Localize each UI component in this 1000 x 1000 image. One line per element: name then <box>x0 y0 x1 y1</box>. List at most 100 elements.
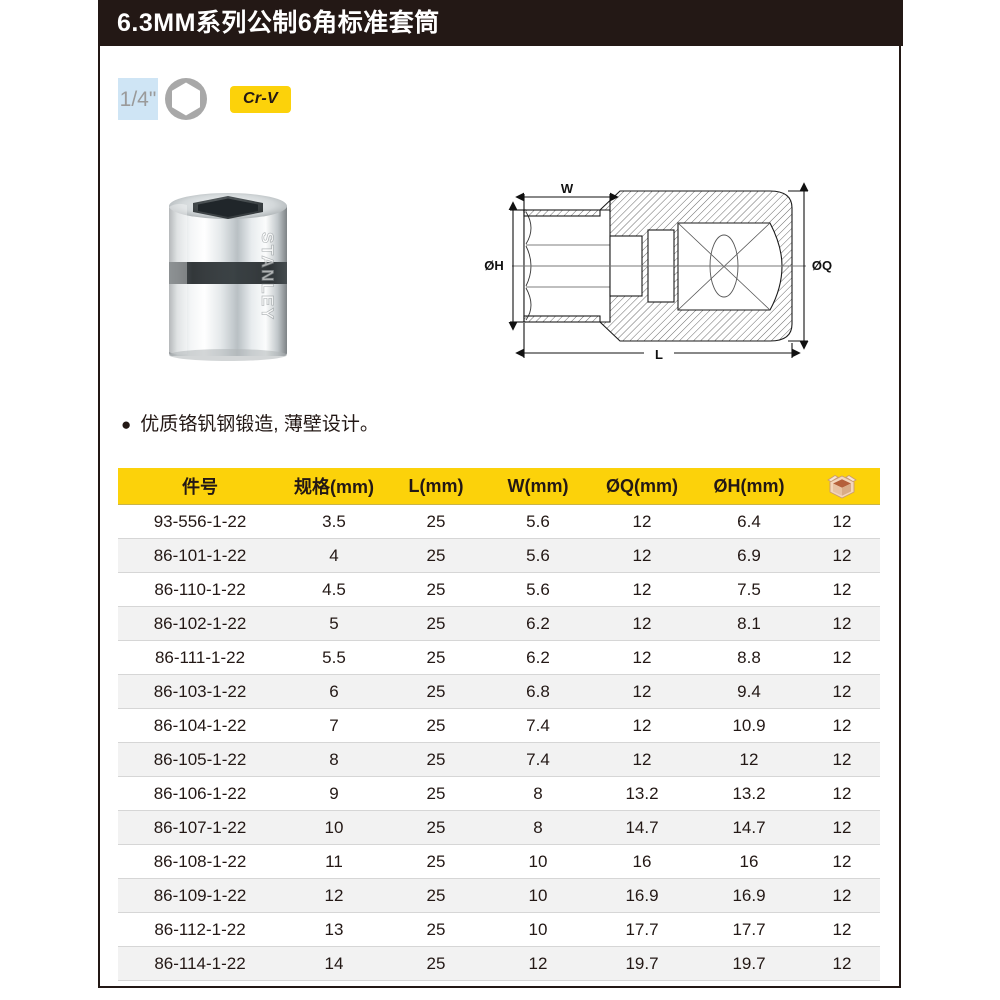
cell-bore-h: 16.9 <box>694 878 804 913</box>
cell-bore-h: 13.2 <box>694 776 804 811</box>
cell-size: 3.5 <box>282 504 386 539</box>
material-badge: Cr-V <box>230 85 291 113</box>
feature-list: ● 优质铬钒钢锻造, 薄壁设计。 <box>121 412 821 439</box>
dim-label-bore-q: ØQ <box>812 258 832 273</box>
cell-packaging: 12 <box>804 742 880 777</box>
cell-width: 6.2 <box>486 640 590 675</box>
cell-bore-h: 12 <box>694 742 804 777</box>
cell-bore-q: 12 <box>590 504 694 539</box>
cell-size: 12 <box>282 878 386 913</box>
table-row: 86-106-1-22 9 25 8 13.2 13.2 12 <box>118 776 880 811</box>
table-row: 86-103-1-22 6 25 6.8 12 9.4 12 <box>118 674 880 709</box>
cell-width: 10 <box>486 844 590 879</box>
cell-packaging: 12 <box>804 606 880 641</box>
cell-part-number: 86-103-1-22 <box>118 674 282 709</box>
cell-part-number: 86-101-1-22 <box>118 538 282 573</box>
cell-length: 25 <box>386 946 486 981</box>
cell-packaging: 12 <box>804 674 880 709</box>
cell-bore-h: 6.9 <box>694 538 804 573</box>
table-row: 86-109-1-22 12 25 10 16.9 16.9 12 <box>118 878 880 913</box>
cell-width: 6.8 <box>486 674 590 709</box>
list-item: ● 优质铬钒钢锻造, 薄壁设计。 <box>121 412 821 439</box>
table-row: 86-107-1-22 10 25 8 14.7 14.7 12 <box>118 810 880 845</box>
product-title-bar: 6.3MM系列公制6角标准套筒 <box>100 0 903 46</box>
cell-width: 10 <box>486 878 590 913</box>
col-header-packaging <box>804 468 880 505</box>
cell-bore-h: 10.9 <box>694 708 804 743</box>
package-box-icon <box>827 475 857 499</box>
page-border-bottom <box>98 986 901 988</box>
cell-width: 5.6 <box>486 504 590 539</box>
table-row: 86-105-1-22 8 25 7.4 12 12 12 <box>118 742 880 777</box>
table-row: 86-111-1-22 5.5 25 6.2 12 8.8 12 <box>118 640 880 675</box>
table-row: 86-112-1-22 13 25 10 17.7 17.7 12 <box>118 912 880 947</box>
cell-size: 6 <box>282 674 386 709</box>
cell-length: 25 <box>386 572 486 607</box>
badge-row: 1/4" Cr-V <box>118 78 291 120</box>
cell-size: 5.5 <box>282 640 386 675</box>
cell-bore-h: 16 <box>694 844 804 879</box>
col-header-size: 规格(mm) <box>282 468 386 505</box>
cell-bore-q: 16.9 <box>590 878 694 913</box>
cell-length: 25 <box>386 878 486 913</box>
cell-width: 5.6 <box>486 538 590 573</box>
cell-width: 12 <box>486 946 590 981</box>
cell-width: 6.2 <box>486 606 590 641</box>
cell-bore-h: 17.7 <box>694 912 804 947</box>
dim-label-bore-h: ØH <box>484 258 504 273</box>
cell-bore-q: 14.7 <box>590 810 694 845</box>
cell-packaging: 12 <box>804 708 880 743</box>
cell-size: 4 <box>282 538 386 573</box>
cell-size: 10 <box>282 810 386 845</box>
col-header-bore-h: ØH(mm) <box>694 468 804 505</box>
cell-part-number: 93-556-1-22 <box>118 504 282 539</box>
cell-width: 8 <box>486 810 590 845</box>
cell-size: 14 <box>282 946 386 981</box>
cell-bore-q: 19.7 <box>590 946 694 981</box>
cell-length: 25 <box>386 674 486 709</box>
svg-text:STANLEY: STANLEY <box>258 232 277 321</box>
cell-packaging: 12 <box>804 640 880 675</box>
cell-bore-q: 12 <box>590 538 694 573</box>
cell-packaging: 12 <box>804 946 880 981</box>
cell-packaging: 12 <box>804 572 880 607</box>
feature-text: 优质铬钒钢锻造, 薄壁设计。 <box>140 414 379 435</box>
table-row: 86-114-1-22 14 25 12 19.7 19.7 12 <box>118 946 880 981</box>
col-header-part-number: 件号 <box>118 468 282 505</box>
col-header-length: L(mm) <box>386 468 486 505</box>
bullet-dot-icon: ● <box>121 415 132 434</box>
cell-packaging: 12 <box>804 912 880 947</box>
cell-size: 4.5 <box>282 572 386 607</box>
table-row: 86-101-1-22 4 25 5.6 12 6.9 12 <box>118 538 880 573</box>
dim-label-length: L <box>655 347 663 362</box>
cell-width: 8 <box>486 776 590 811</box>
product-photo: STANLEY <box>169 193 287 361</box>
cell-width: 7.4 <box>486 742 590 777</box>
table-row: 86-104-1-22 7 25 7.4 12 10.9 12 <box>118 708 880 743</box>
cell-bore-h: 6.4 <box>694 504 804 539</box>
cell-width: 10 <box>486 912 590 947</box>
cell-size: 8 <box>282 742 386 777</box>
cell-part-number: 86-114-1-22 <box>118 946 282 981</box>
cell-bore-q: 12 <box>590 572 694 607</box>
cell-length: 25 <box>386 844 486 879</box>
cell-part-number: 86-102-1-22 <box>118 606 282 641</box>
cell-length: 25 <box>386 504 486 539</box>
cell-part-number: 86-112-1-22 <box>118 912 282 947</box>
cell-size: 9 <box>282 776 386 811</box>
cell-bore-h: 7.5 <box>694 572 804 607</box>
cell-part-number: 86-106-1-22 <box>118 776 282 811</box>
table-row: 86-108-1-22 11 25 10 16 16 12 <box>118 844 880 879</box>
cell-bore-h: 8.1 <box>694 606 804 641</box>
page-border-left <box>98 0 100 988</box>
cell-length: 25 <box>386 606 486 641</box>
table-row: 86-110-1-22 4.5 25 5.6 12 7.5 12 <box>118 572 880 607</box>
table-row: 86-102-1-22 5 25 6.2 12 8.1 12 <box>118 606 880 641</box>
cell-bore-h: 9.4 <box>694 674 804 709</box>
table-row: 93-556-1-22 3.5 25 5.6 12 6.4 12 <box>118 504 880 539</box>
cell-packaging: 12 <box>804 878 880 913</box>
cell-width: 5.6 <box>486 572 590 607</box>
cell-part-number: 86-105-1-22 <box>118 742 282 777</box>
col-header-width: W(mm) <box>486 468 590 505</box>
